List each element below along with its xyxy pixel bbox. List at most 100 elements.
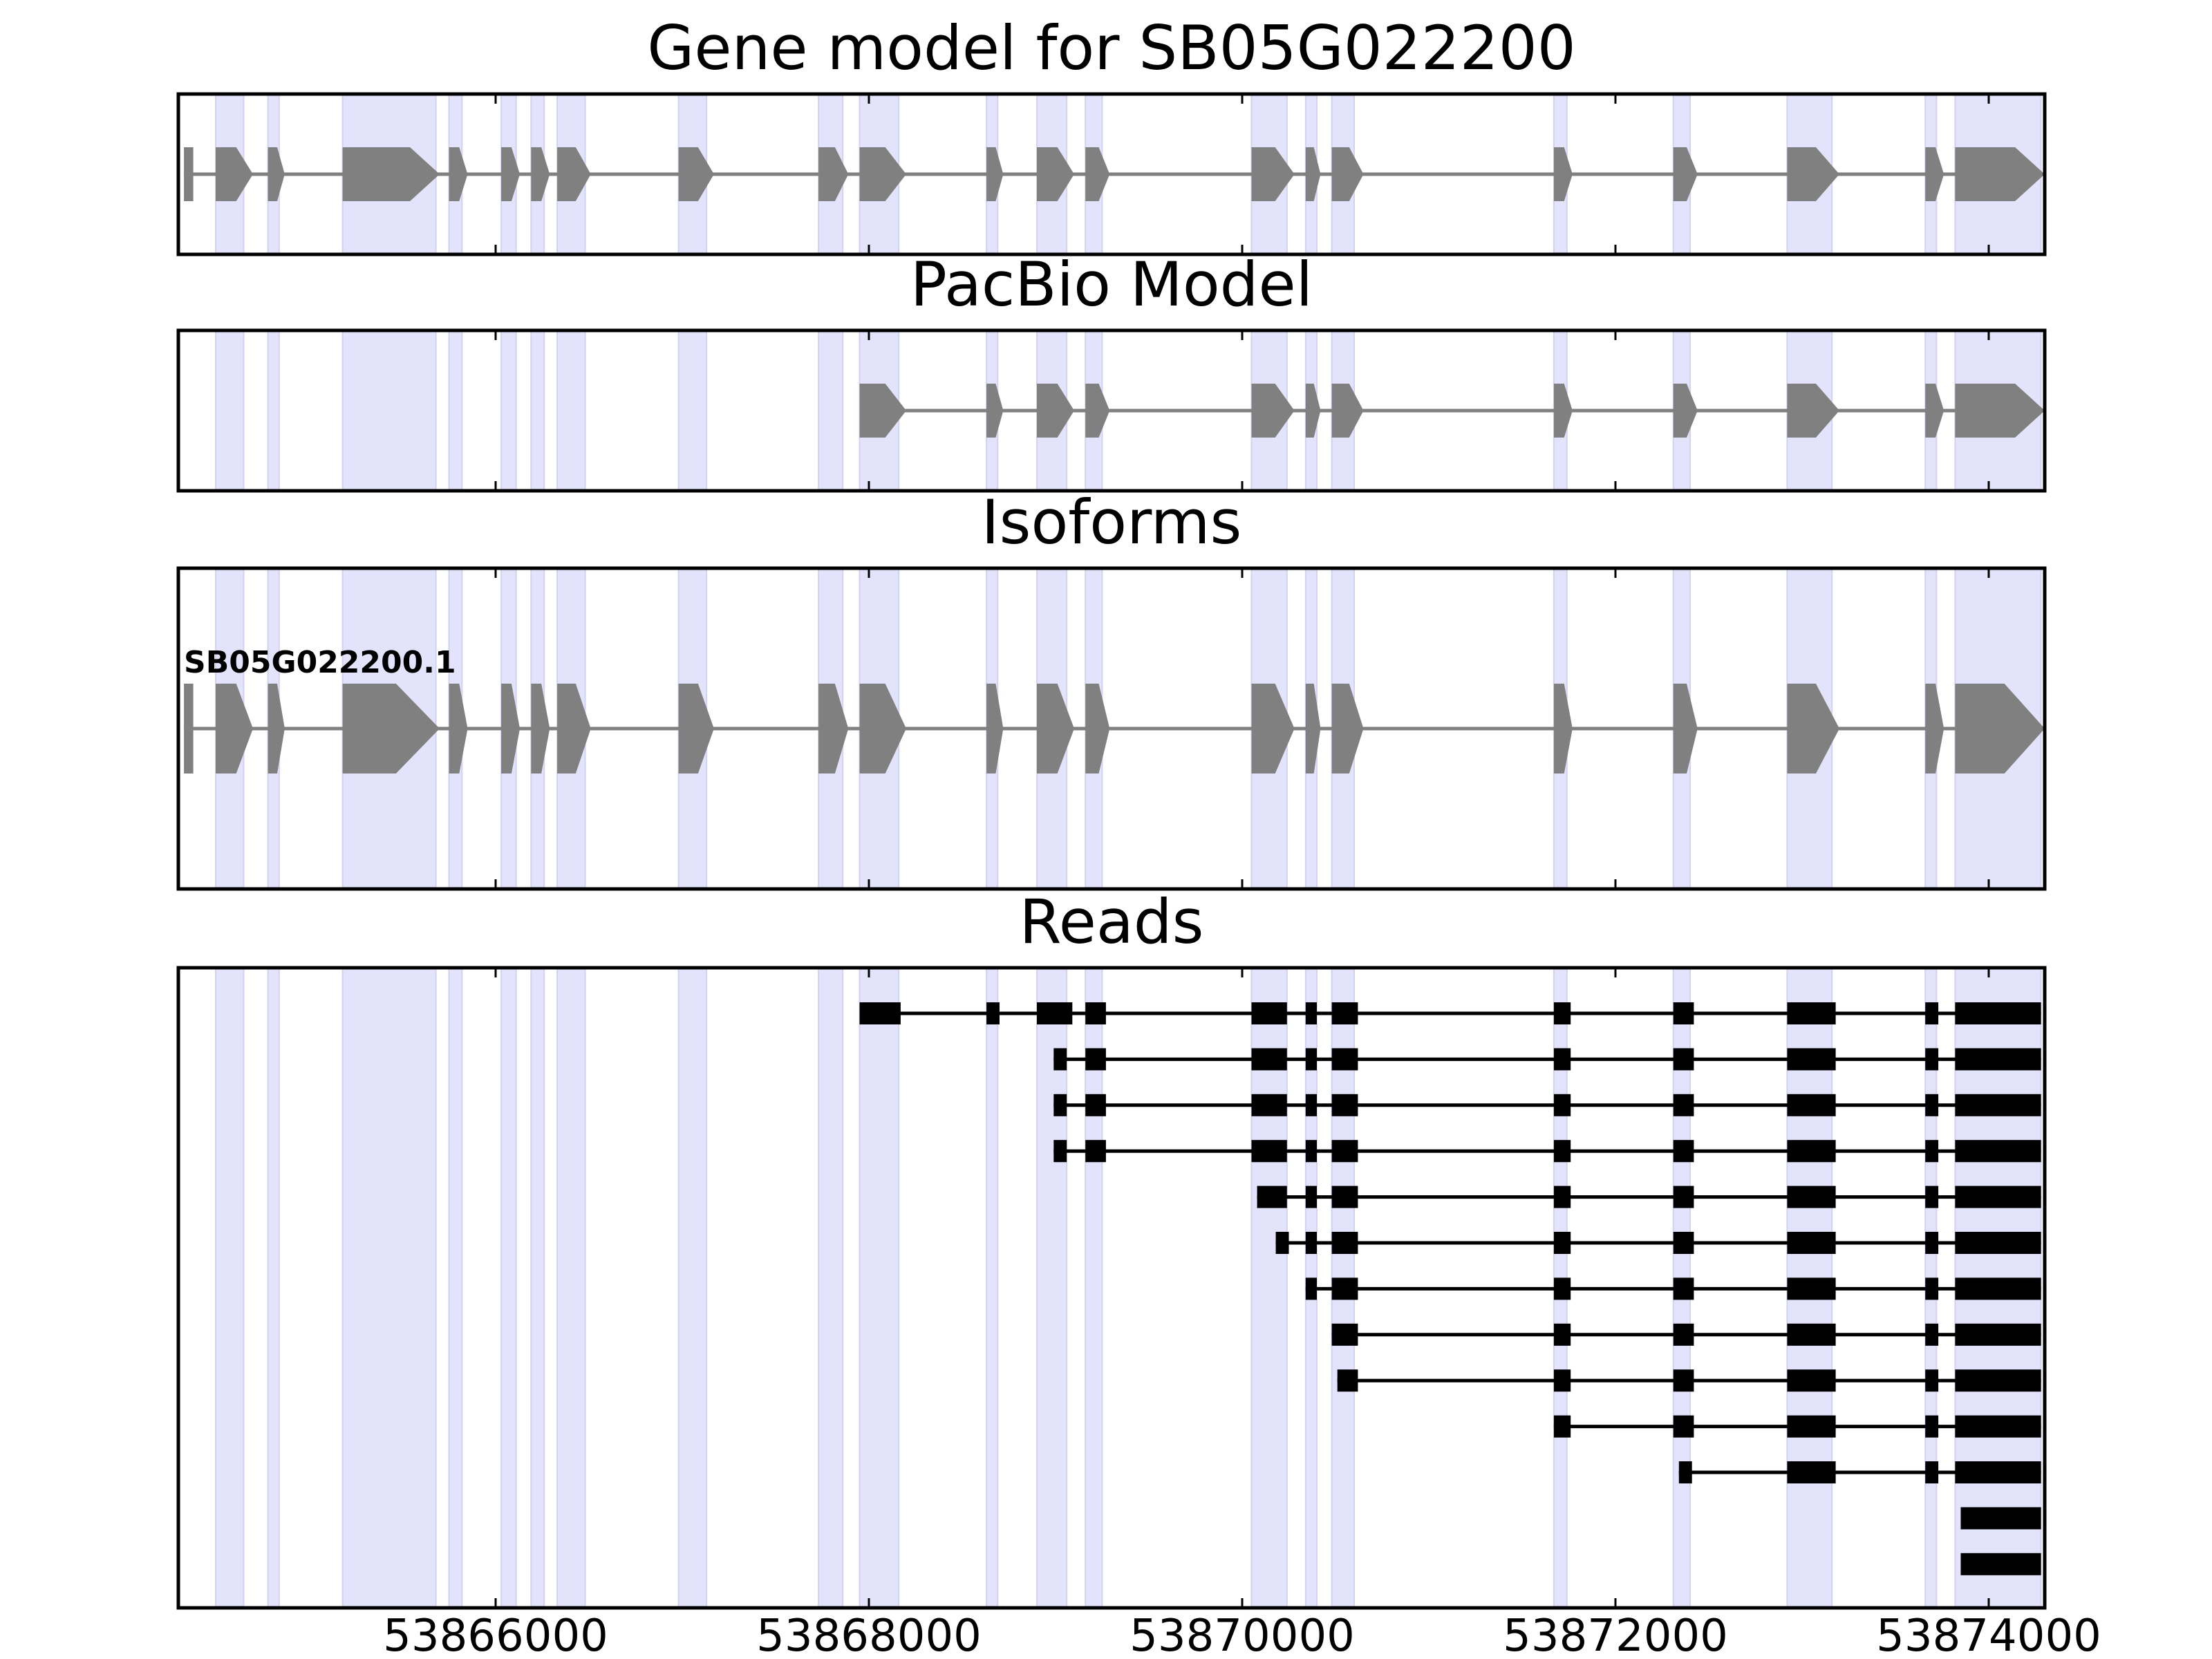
exon-arrow: [859, 684, 906, 774]
read-exon: [1251, 1140, 1287, 1163]
read-exon: [1925, 1277, 1939, 1300]
exon-arrow: [1925, 147, 1944, 201]
read-exon: [1251, 1002, 1287, 1024]
read-exon: [1553, 1185, 1571, 1208]
read-exon: [1955, 1461, 2041, 1483]
highlight-region: [859, 967, 900, 1609]
highlight-region: [556, 967, 586, 1609]
exon-arrow: [1251, 684, 1295, 774]
exon-arrow: [859, 384, 906, 438]
read-exon: [1925, 1461, 1939, 1483]
read-track: [1960, 1507, 2041, 1530]
read-exon: [1305, 1048, 1317, 1071]
read-exon: [1053, 1048, 1067, 1071]
exon-arrow: [818, 684, 849, 774]
exon-arrow: [531, 147, 550, 201]
read-exon: [1955, 1185, 2041, 1208]
read-exon: [1787, 1002, 1836, 1024]
read-exon: [1331, 1002, 1358, 1024]
transcript-track: [184, 147, 2045, 201]
read-exon: [1673, 1002, 1694, 1024]
read-track: [1053, 1140, 2041, 1163]
exon-arrow: [1787, 384, 1839, 438]
read-track: [1305, 1277, 2041, 1300]
highlight-region: [500, 967, 517, 1609]
x-tick-label: 53870000: [1130, 1611, 1355, 1659]
read-exon: [1925, 1185, 1939, 1208]
exon-arrow: [1955, 684, 2045, 774]
exon-arrow: [1331, 384, 1364, 438]
read-exon: [1925, 1094, 1939, 1116]
read-track: [1053, 1048, 2041, 1071]
read-track: [1337, 1369, 2041, 1392]
read-track: [1960, 1553, 2041, 1575]
read-exon: [1673, 1323, 1694, 1346]
read-exon: [1553, 1002, 1571, 1024]
read-exon: [1787, 1369, 1836, 1392]
exon-block: [184, 684, 194, 774]
read-exon: [1553, 1277, 1571, 1300]
read-exon: [1955, 1277, 2041, 1300]
x-tick-label: 53874000: [1876, 1611, 2101, 1659]
read-exon: [1053, 1140, 1067, 1163]
read-exon: [1673, 1369, 1694, 1392]
panel-title: PacBio Model: [910, 249, 1313, 320]
read-exon: [1305, 1094, 1317, 1116]
read-exon: [1331, 1185, 1358, 1208]
exon-arrow: [1305, 147, 1321, 201]
read-exon: [1337, 1369, 1358, 1392]
exon-arrow: [531, 684, 550, 774]
read-exon: [1305, 1140, 1317, 1163]
exon-arrow: [818, 147, 849, 201]
read-exon: [1331, 1094, 1358, 1116]
read-exon: [1673, 1185, 1694, 1208]
read-exon: [1787, 1277, 1836, 1300]
read-exon: [1787, 1140, 1836, 1163]
exon-arrow: [678, 684, 714, 774]
read-exon: [1673, 1094, 1694, 1116]
exon-arrow: [501, 684, 521, 774]
highlight-region: [267, 330, 280, 491]
exon-arrow: [1331, 147, 1364, 201]
highlight-region: [500, 330, 517, 491]
exon-arrow: [342, 684, 440, 774]
read-track: [1053, 1094, 2041, 1116]
read-exon: [1673, 1048, 1694, 1071]
read-exon: [1960, 1507, 2041, 1530]
exon-arrow: [1305, 384, 1321, 438]
read-exon: [1787, 1415, 1836, 1438]
highlight-region: [818, 330, 844, 491]
read-exon: [1787, 1094, 1836, 1116]
read-exon: [1553, 1415, 1571, 1438]
exon-arrow: [1955, 384, 2045, 438]
read-exon: [1553, 1048, 1571, 1071]
read-exon: [1925, 1232, 1939, 1254]
read-track: [1275, 1232, 2041, 1254]
exon-block: [184, 147, 194, 201]
exon-arrow: [986, 384, 1004, 438]
read-exon: [1960, 1553, 2041, 1575]
panel-frame: [176, 92, 2047, 256]
read-exon: [1787, 1461, 1836, 1483]
exon-arrow: [449, 684, 468, 774]
highlight-region: [677, 330, 708, 491]
exon-arrow: [1925, 684, 1944, 774]
exon-arrow: [1553, 684, 1573, 774]
panel-frame: [176, 566, 2047, 891]
read-exon: [1787, 1232, 1836, 1254]
exon-arrow: [1251, 147, 1295, 201]
exon-arrow: [1085, 384, 1110, 438]
panel-title: Isoforms: [982, 487, 1242, 558]
exon-arrow: [501, 147, 521, 201]
read-exon: [1678, 1461, 1692, 1483]
highlight-region: [556, 330, 586, 491]
highlight-region: [215, 330, 245, 491]
read-exon: [1955, 1140, 2041, 1163]
exon-arrow: [678, 147, 714, 201]
read-exon: [1925, 1002, 1939, 1024]
read-exon: [1673, 1232, 1694, 1254]
panel-frame: [176, 328, 2047, 493]
read-exon: [1553, 1369, 1571, 1392]
read-exon: [1085, 1002, 1106, 1024]
